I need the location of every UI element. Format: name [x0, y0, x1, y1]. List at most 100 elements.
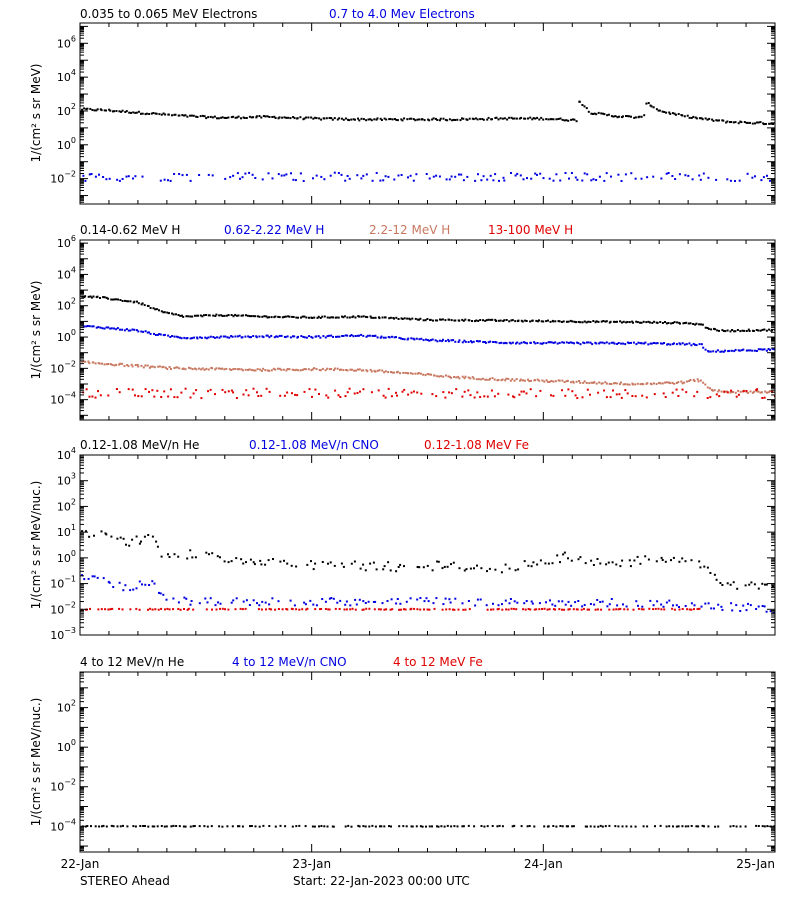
series-0-14-0-62-mev-h [81, 295, 775, 333]
data-point [528, 380, 531, 383]
data-point [451, 608, 454, 611]
data-point [101, 825, 103, 828]
data-point [227, 561, 230, 564]
data-point [127, 388, 130, 391]
data-point [505, 377, 508, 380]
data-point [700, 343, 703, 346]
panel-heavy-ions-low: 0.12-1.08 MeV/n He 0.12-1.08 MeV/n CNO 0… [29, 438, 776, 642]
data-point [390, 825, 392, 828]
data-point [603, 389, 606, 392]
data-point [261, 315, 264, 318]
data-point [435, 395, 438, 398]
data-point [446, 119, 449, 122]
data-point [232, 315, 235, 318]
data-point [714, 328, 717, 331]
data-point [703, 825, 705, 828]
data-point [513, 824, 516, 827]
data-point [464, 318, 467, 321]
series-0-62-2-22-mev-h [81, 324, 775, 353]
data-point [547, 562, 550, 565]
data-point [562, 320, 565, 323]
data-point [423, 119, 426, 122]
data-point [400, 174, 403, 176]
data-point [301, 315, 304, 318]
y-tick-label: 103 [57, 472, 76, 488]
data-point [401, 119, 404, 122]
data-point [658, 109, 661, 112]
data-point [498, 342, 501, 345]
data-point [280, 334, 283, 337]
data-point [660, 608, 663, 611]
data-point [754, 122, 756, 125]
legend-label: 0.12-1.08 MeV Fe [424, 438, 529, 452]
data-point [726, 391, 729, 394]
data-point [140, 364, 143, 367]
panel-protons: 0.14-0.62 MeV H 0.62-2.22 MeV H 2.2-12 M… [29, 223, 776, 421]
data-point [530, 379, 532, 382]
data-point [716, 119, 719, 122]
data-point [144, 583, 147, 586]
data-point [448, 375, 451, 378]
data-point [319, 317, 322, 319]
data-point [245, 314, 247, 317]
data-point [696, 608, 699, 611]
data-point [338, 117, 341, 120]
data-point [302, 118, 305, 121]
data-point [230, 369, 233, 371]
data-point [410, 337, 413, 340]
y-tick-label: 100 [57, 549, 76, 565]
data-point [85, 325, 88, 328]
data-point [468, 608, 471, 611]
data-point [378, 369, 381, 372]
data-point [111, 363, 114, 366]
data-point [332, 825, 335, 828]
data-point [310, 560, 312, 563]
data-point [358, 825, 361, 828]
data-point [640, 177, 643, 180]
data-point [486, 825, 489, 828]
data-point [579, 343, 582, 346]
data-point [709, 350, 712, 353]
data-point [205, 337, 208, 340]
data-point [458, 339, 461, 342]
data-point [160, 113, 163, 116]
data-point [647, 343, 650, 346]
data-point [141, 583, 143, 586]
data-point [92, 325, 95, 328]
data-point [616, 320, 618, 323]
data-point [526, 342, 528, 345]
data-point [153, 366, 156, 369]
data-point [179, 336, 181, 339]
data-point [380, 825, 383, 828]
data-point [207, 116, 210, 119]
data-point [626, 383, 629, 386]
data-point [481, 377, 484, 380]
data-point [144, 388, 147, 391]
data-point [160, 607, 163, 610]
data-point [578, 380, 581, 382]
data-point [203, 115, 206, 118]
data-point [194, 556, 197, 559]
data-point [586, 825, 588, 828]
data-point [545, 118, 548, 121]
data-point [226, 825, 229, 828]
data-point [636, 382, 639, 385]
data-point [704, 348, 707, 351]
data-point [414, 317, 417, 320]
data-point [507, 608, 510, 611]
data-point [534, 172, 537, 175]
data-point [197, 314, 199, 317]
data-point [757, 605, 760, 608]
data-point [154, 112, 157, 115]
data-point [142, 330, 145, 333]
data-point [488, 567, 491, 570]
data-point [493, 378, 496, 381]
data-point [274, 315, 277, 318]
data-point [545, 342, 548, 345]
data-point [520, 390, 523, 393]
data-point [652, 106, 655, 109]
data-point [763, 605, 766, 608]
data-point [435, 597, 438, 600]
data-point [755, 824, 758, 827]
data-point [284, 825, 287, 828]
